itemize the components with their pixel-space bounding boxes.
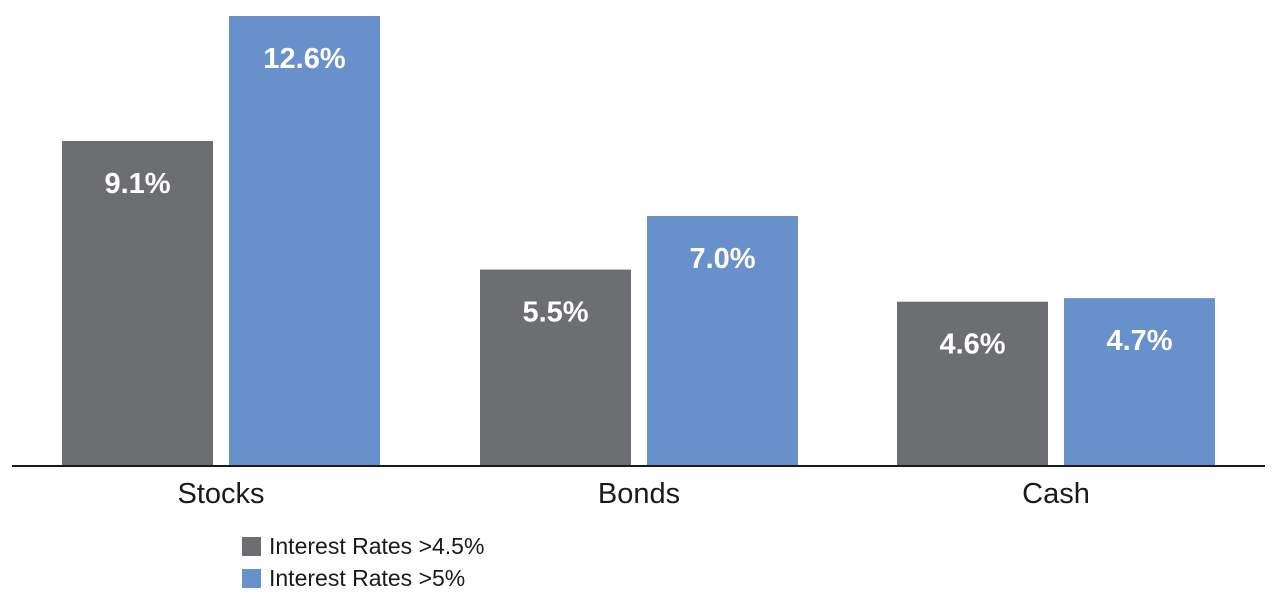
bar-bonds-series-2 bbox=[647, 216, 798, 466]
data-label-stocks-series-1: 9.1% bbox=[104, 168, 170, 200]
category-label-bonds: Bonds bbox=[598, 478, 680, 510]
legend-item-series-2: Interest Rates >5% bbox=[242, 562, 484, 594]
legend-label-series-2: Interest Rates >5% bbox=[269, 564, 466, 591]
data-label-bonds-series-2: 7.0% bbox=[689, 243, 755, 275]
legend-swatch-series-2 bbox=[242, 568, 261, 588]
legend-item-series-1: Interest Rates >4.5% bbox=[242, 530, 484, 562]
bar-cash-series-2 bbox=[1064, 298, 1215, 466]
legend-label-series-1: Interest Rates >4.5% bbox=[269, 532, 485, 559]
legend-swatch-series-1 bbox=[242, 536, 261, 556]
legend: Interest Rates >4.5% Interest Rates >5% bbox=[242, 530, 484, 594]
category-label-stocks: Stocks bbox=[177, 478, 264, 510]
data-label-stocks-series-2: 12.6% bbox=[263, 43, 345, 75]
data-label-cash-series-2: 4.7% bbox=[1106, 325, 1172, 357]
bars-layer bbox=[62, 16, 1215, 466]
value-labels-layer: 9.1% 5.5% 4.6% 12.6% 7.0% 4.7% bbox=[104, 43, 1172, 361]
bar-stocks-series-1 bbox=[62, 141, 213, 466]
bar-cash-series-1 bbox=[897, 301, 1048, 466]
data-label-bonds-series-1: 5.5% bbox=[522, 297, 588, 329]
bar-stocks-series-2 bbox=[229, 16, 380, 466]
bar-bonds-series-1 bbox=[480, 269, 631, 466]
category-label-cash: Cash bbox=[1022, 478, 1090, 510]
category-labels-layer: Stocks Bonds Cash bbox=[177, 478, 1089, 510]
data-label-cash-series-1: 4.6% bbox=[939, 329, 1005, 361]
